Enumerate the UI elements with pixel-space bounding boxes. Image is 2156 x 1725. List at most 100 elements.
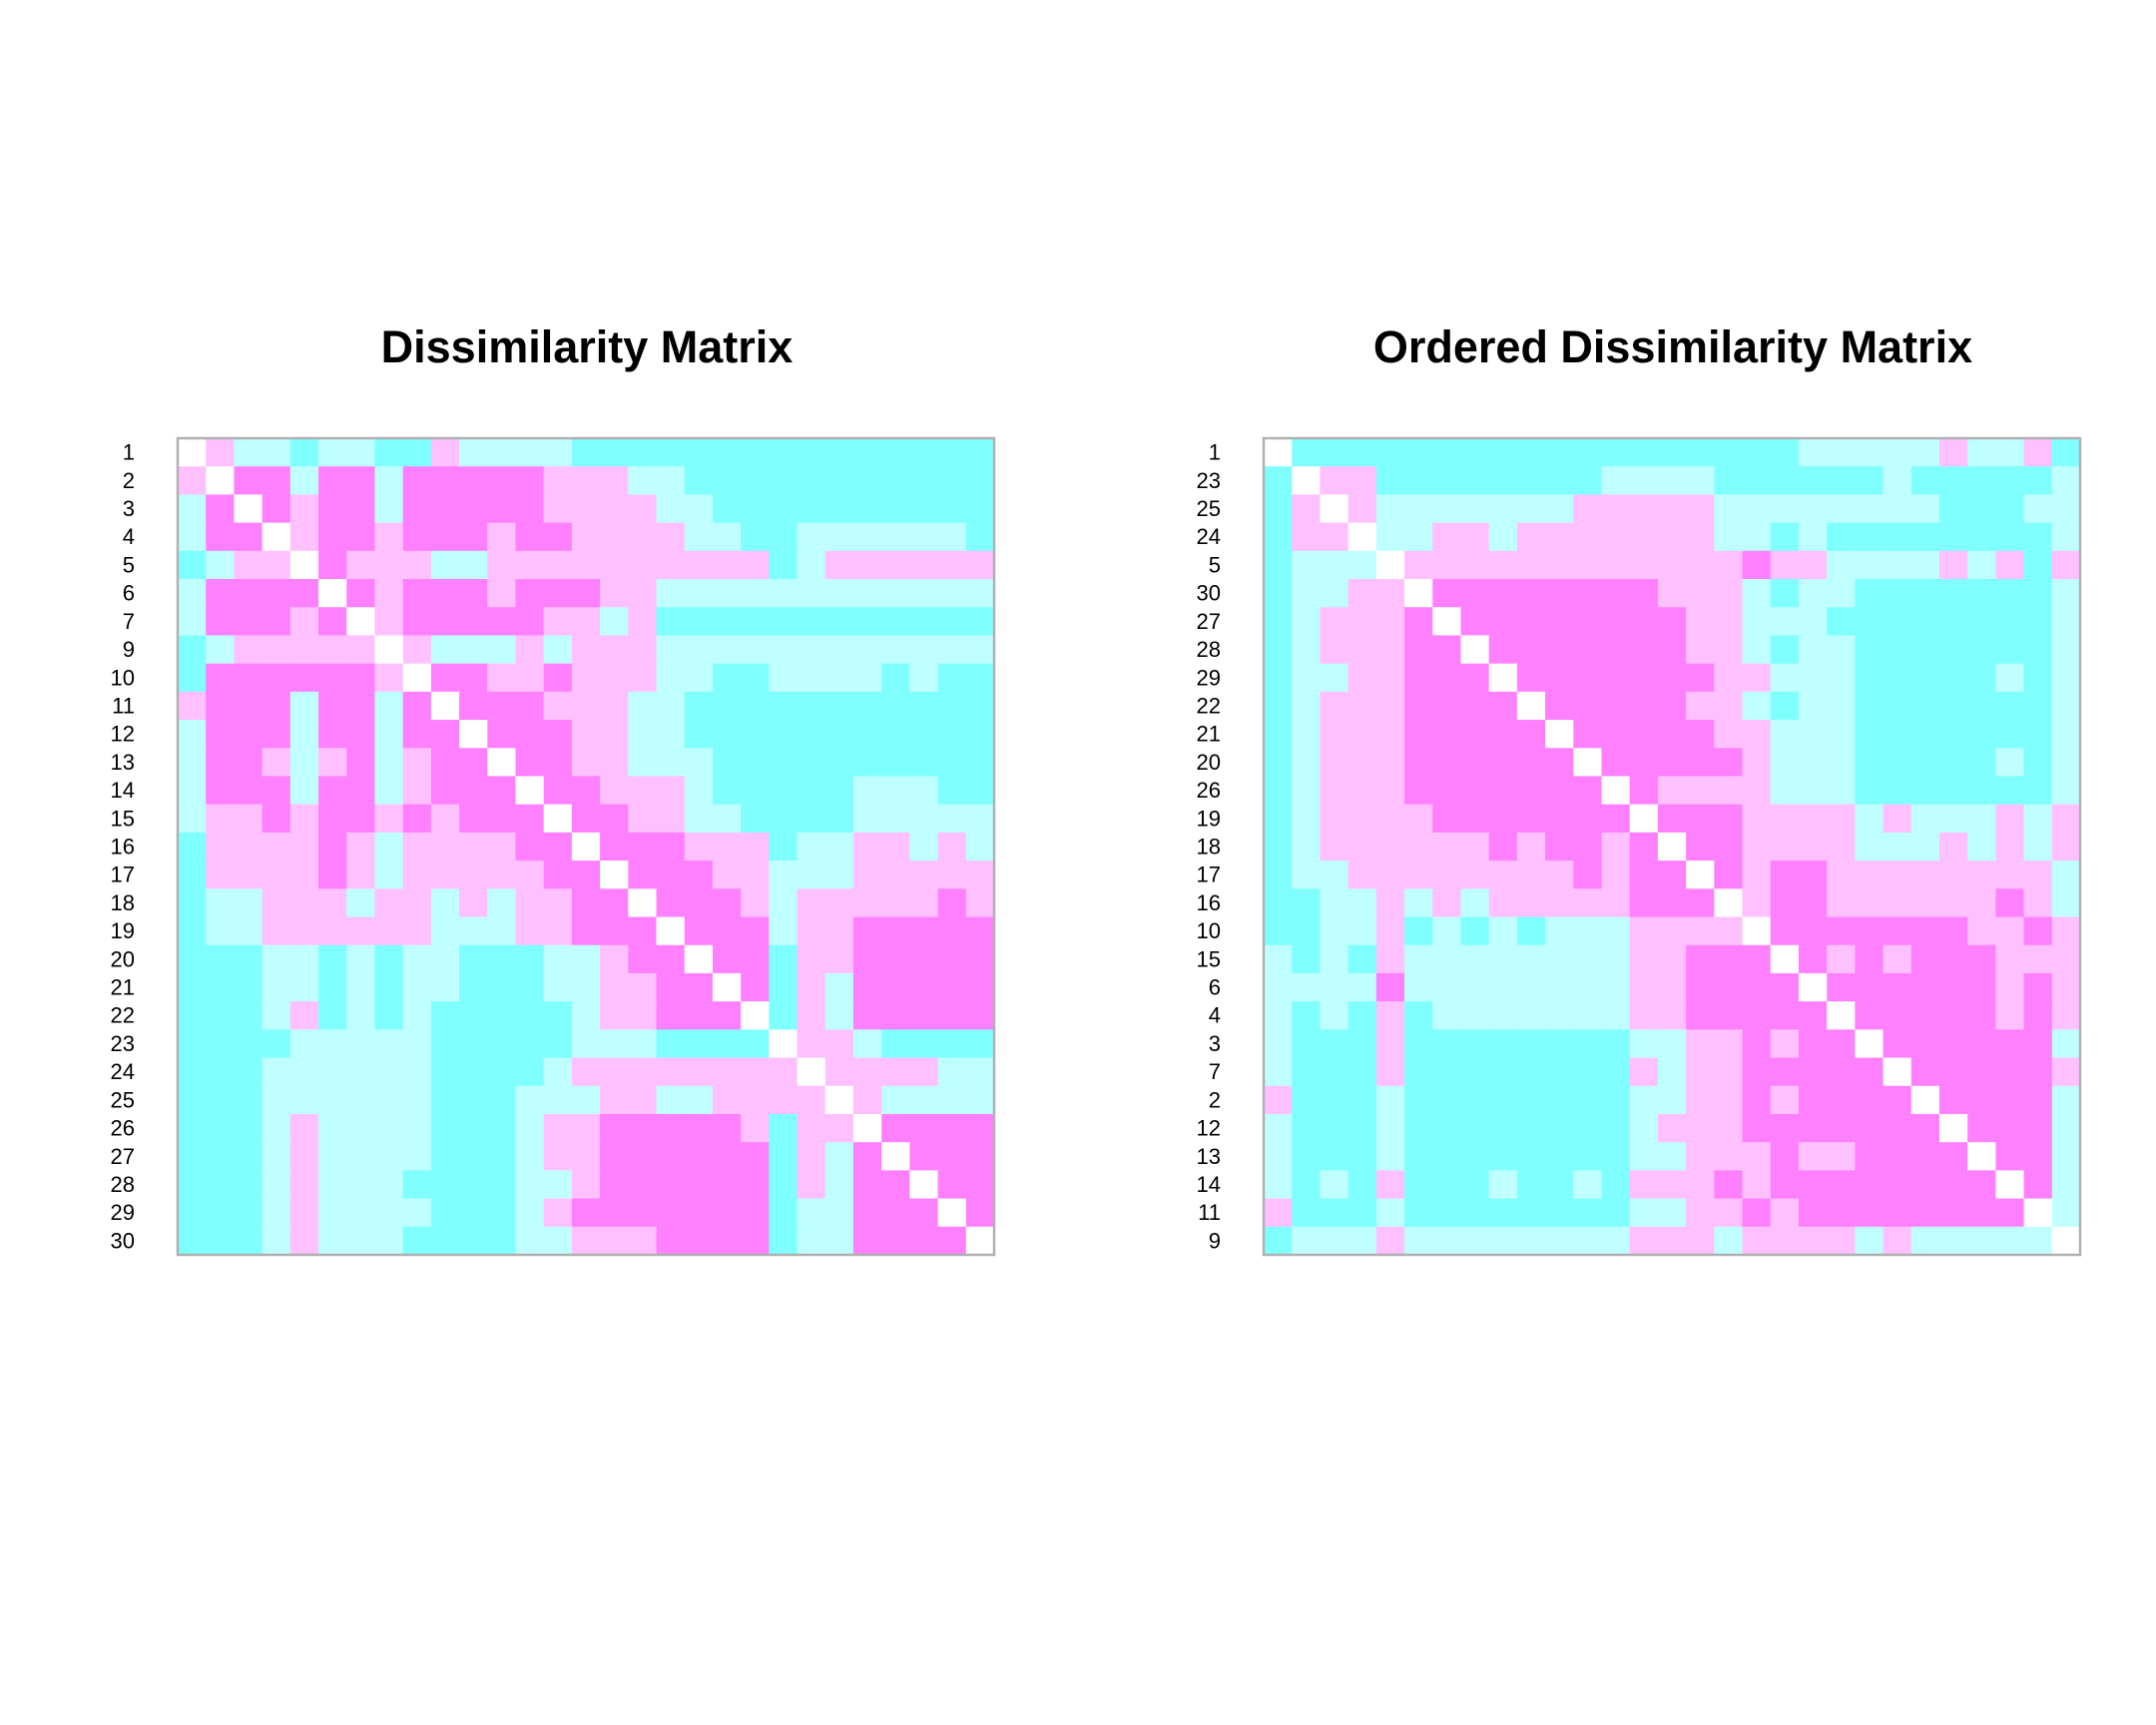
heatmap-cell-r29-c7 [1432,1226,1462,1256]
heatmap-cell-r1-c5 [1375,438,1405,467]
heatmap-cell-r26-c9 [402,1142,432,1171]
heatmap-cell-r27-c3 [234,1170,264,1200]
heatmap-cell-r1-c1 [178,438,207,467]
heatmap-cell-r1-c5 [289,438,319,467]
row-label: 5 [1209,552,1221,577]
heatmap-cell-r8-c2 [1292,635,1322,665]
heatmap-cell-r28-c10 [430,1198,460,1228]
heatmap-cell-r28-c26 [881,1198,910,1228]
heatmap-cell-r10-c10 [430,691,460,721]
heatmap-cell-r4-c4 [1348,522,1377,552]
heatmap-cell-r2-c14 [1629,466,1659,496]
heatmap-cell-r27-c24 [1910,1170,1940,1200]
heatmap-cell-r16-c23 [797,861,826,889]
heatmap-cell-r11-c5 [1375,720,1405,749]
heatmap-cell-r7-c4 [262,607,291,637]
heatmap-cell-r28-c7 [346,1198,376,1228]
heatmap-cell-r22-c6 [1404,1029,1433,1059]
heatmap-cell-r21-c6 [318,1001,347,1030]
heatmap-cell-r13-c19 [684,776,714,806]
heatmap-cell-r10-c3 [234,691,264,721]
heatmap-cell-r28-c15 [1657,1198,1687,1228]
heatmap-cell-r8-c12 [1573,635,1603,665]
heatmap-cell-r5-c21 [741,550,770,580]
heatmap-cell-r16-c19 [1770,861,1800,889]
heatmap-cell-r6-c29 [2051,579,2081,608]
heatmap-cell-r26-c26 [1967,1142,1996,1171]
heatmap-cell-r22-c29 [2051,1029,2081,1059]
row-label: 18 [1197,835,1221,860]
heatmap-cell-r28-c16 [600,1198,629,1228]
heatmap-cell-r7-c17 [628,607,658,637]
heatmap-cell-r26-c6 [318,1142,347,1171]
heatmap-cell-r21-c29 [2051,1001,2081,1030]
heatmap-cell-r21-c19 [684,1001,714,1030]
heatmap-cell-r29-c28 [937,1226,967,1256]
heatmap-cell-r12-c1 [1264,748,1293,778]
heatmap-cell-r19-c11 [1545,944,1574,974]
heatmap-cell-r18-c29 [965,916,995,946]
panel-title-ordered-dissimilarity-matrix: Ordered Dissimilarity Matrix [1373,321,1972,372]
heatmap-cell-r4-c20 [1798,522,1828,552]
heatmap-cell-r14-c10 [430,804,460,834]
heatmap-cell-r20-c3 [234,972,264,1002]
heatmap-cell-r29-c24 [1910,1226,1940,1256]
heatmap-cell-r21-c1 [178,1001,207,1030]
heatmap-cell-r17-c29 [965,888,995,918]
heatmap-cell-r7-c25 [852,607,882,637]
heatmap-cell-r28-c22 [1855,1198,1885,1228]
heatmap-cell-r28-c2 [1292,1198,1322,1228]
heatmap-cell-r20-c1 [1264,972,1293,1002]
heatmap-cell-r18-c16 [600,916,629,946]
heatmap-cell-r23-c3 [234,1057,264,1087]
heatmap-cell-r4-c15 [571,522,601,552]
heatmap-cell-r12-c22 [1855,748,1885,778]
heatmap-cell-r3-c15 [1657,494,1687,524]
heatmap-cell-r13-c25 [852,776,882,806]
heatmap-cell-r18-c3 [234,916,264,946]
heatmap-cell-r7-c15 [1657,607,1687,637]
heatmap-cell-r10-c17 [1714,691,1744,721]
heatmap-cell-r14-c11 [459,804,488,834]
heatmap-cell-r11-c9 [402,720,432,749]
heatmap-cell-r22-c5 [1375,1029,1405,1059]
heatmap-cell-r25-c25 [852,1113,882,1143]
heatmap-cell-r26-c26 [881,1142,910,1171]
heatmap-cell-r9-c15 [571,663,601,693]
heatmap-cell-r26-c5 [1375,1142,1405,1171]
heatmap-cell-r29-c5 [1375,1226,1405,1256]
heatmap-cell-r19-c13 [515,944,545,974]
heatmap-cell-r8-c17 [628,635,658,665]
heatmap-cell-r18-c16 [1686,916,1715,946]
heatmap-cell-r24-c14 [543,1085,573,1115]
heatmap-cell-r3-c27 [1995,494,2025,524]
heatmap-cell-r23-c16 [600,1057,629,1087]
heatmap-cell-r17-c21 [741,888,770,918]
heatmap-cell-r6-c26 [1967,579,1996,608]
heatmap-cell-r17-c28 [937,888,967,918]
heatmap-cell-r29-c14 [1629,1226,1659,1256]
heatmap-cell-r15-c26 [881,832,910,862]
row-label: 17 [1197,862,1221,887]
heatmap-cell-r28-c17 [1714,1198,1744,1228]
heatmap-cell-r24-c23 [797,1085,826,1115]
heatmap-cell-r24-c11 [459,1085,488,1115]
heatmap-cell-r10-c1 [178,691,207,721]
heatmap-cell-r22-c13 [1601,1029,1631,1059]
heatmap-cell-r2-c24 [824,466,854,496]
heatmap-cell-r27-c16 [600,1170,629,1200]
heatmap-cell-r16-c15 [571,861,601,889]
heatmap-cell-r15-c14 [543,832,573,862]
heatmap-cell-r22-c26 [1967,1029,1996,1059]
heatmap-cell-r11-c20 [1798,720,1828,749]
heatmap-cell-r2-c20 [712,466,742,496]
heatmap-cell-r29-c4 [1348,1226,1377,1256]
heatmap-cell-r3-c27 [909,494,939,524]
heatmap-cell-r9-c6 [1404,663,1433,693]
heatmap-cell-r1-c7 [346,438,376,467]
row-label: 1 [123,440,135,465]
heatmap-cell-r12-c4 [262,748,291,778]
heatmap-cell-r26-c12 [487,1142,517,1171]
heatmap-cell-r14-c4 [1348,804,1377,834]
heatmap-cell-r20-c17 [628,972,658,1002]
